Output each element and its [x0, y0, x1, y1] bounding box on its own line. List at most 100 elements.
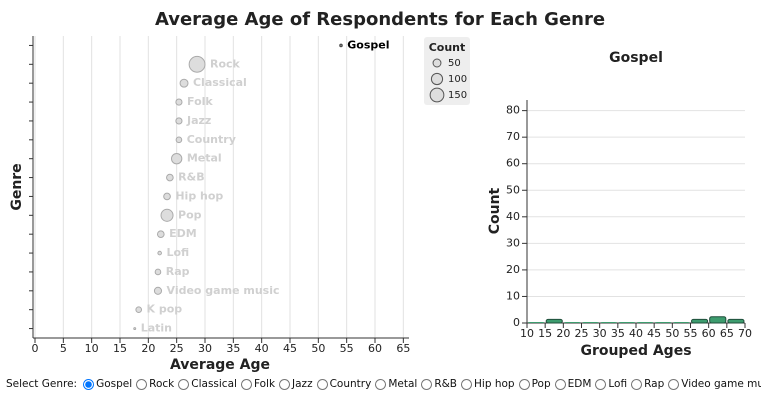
legend-label: 150 — [448, 90, 467, 101]
genre-label: Classical — [193, 76, 247, 89]
x-tick-label: 15 — [113, 342, 127, 355]
genre-label: Pop — [178, 208, 202, 221]
genre-option-label: Metal — [388, 378, 418, 390]
legend-circle — [429, 87, 445, 103]
legend-title: Count — [429, 41, 466, 54]
x-tick-label: 70 — [738, 327, 752, 340]
histogram-bar — [709, 316, 727, 324]
x-tick-label: 60 — [702, 327, 716, 340]
genre-radio[interactable] — [316, 378, 328, 390]
genre-option[interactable]: Gospel — [79, 378, 132, 390]
x-tick-label: 35 — [611, 327, 625, 340]
genre-option[interactable]: Hip hop — [457, 378, 515, 390]
genre-radio[interactable] — [83, 378, 95, 390]
genre-radio[interactable] — [668, 378, 680, 390]
x-tick-label: 25 — [170, 342, 184, 355]
dot — [163, 192, 171, 201]
genre-option[interactable]: Country — [313, 378, 372, 390]
genre-option-label: Rap — [644, 378, 665, 390]
genre-option[interactable]: Folk — [237, 378, 275, 390]
dot — [175, 117, 183, 125]
x-axis-label: Average Age — [170, 357, 270, 372]
genre-radio[interactable] — [136, 378, 148, 390]
x-tick-label: 10 — [85, 342, 99, 355]
x-tick-label: 50 — [311, 342, 325, 355]
histogram-bar — [528, 322, 545, 323]
genre-label: Rap — [166, 265, 190, 278]
genre-label: Rock — [210, 57, 241, 70]
genre-radio[interactable] — [375, 378, 387, 390]
genre-label: Video game music — [167, 284, 280, 297]
y-tick-label: 50 — [506, 183, 520, 196]
dot — [179, 78, 189, 88]
genre-label: Lofi — [166, 246, 189, 259]
dot — [135, 306, 142, 313]
genre-radio[interactable] — [595, 378, 607, 390]
genre-option[interactable]: R&B — [417, 378, 457, 390]
genre-radio[interactable] — [421, 378, 433, 390]
genre-label: Jazz — [186, 114, 211, 127]
genre-option[interactable]: Lofi — [591, 378, 627, 390]
genre-label: Latin — [141, 322, 172, 335]
genre-radio[interactable] — [631, 378, 643, 390]
genre-radio[interactable] — [518, 378, 530, 390]
genre-selector: Select Genre: Gospel Rock Classical Folk Jaz… — [6, 378, 761, 390]
dot — [153, 286, 163, 295]
genre-radio[interactable] — [240, 378, 252, 390]
genre-option[interactable]: Rap — [627, 378, 664, 390]
genre-radio[interactable] — [461, 378, 472, 390]
x-tick-label: 25 — [575, 327, 589, 340]
genre-option[interactable]: Pop — [515, 378, 551, 390]
histogram-bar — [637, 322, 654, 323]
y-tick-label: 0 — [513, 316, 520, 329]
genre-option-label: Country — [329, 378, 372, 390]
genre-radio[interactable] — [178, 378, 190, 390]
x-tick-label: 40 — [629, 327, 643, 340]
genre-label: K pop — [147, 303, 183, 316]
x-tick-label: 40 — [255, 342, 269, 355]
x-tick-label: 30 — [593, 327, 607, 340]
dot — [133, 327, 137, 331]
genre-option[interactable]: Jazz — [275, 378, 313, 390]
genre-label: Metal — [187, 152, 222, 165]
histogram-bar — [582, 322, 599, 323]
histogram-title: Gospel — [609, 50, 663, 66]
x-tick-label: 10 — [520, 327, 534, 340]
y-tick-label: 20 — [506, 263, 520, 276]
histogram-bar — [727, 318, 745, 324]
x-tick-label: 65 — [720, 327, 734, 340]
genre-label: Folk — [187, 95, 213, 108]
genre-label: Country — [187, 133, 236, 146]
genre-label: Gospel — [347, 38, 389, 51]
x-tick-label: 60 — [368, 342, 382, 355]
histogram-bar — [618, 322, 635, 323]
dot — [156, 230, 165, 239]
y-tick-label: 10 — [506, 289, 520, 302]
genre-option[interactable]: Metal — [371, 378, 417, 390]
histogram-bar — [564, 322, 581, 323]
genre-option[interactable]: Video game music — [664, 378, 761, 390]
genre-option-label: EDM — [567, 378, 592, 390]
x-tick-label: 50 — [665, 327, 679, 340]
histogram-bar — [691, 318, 709, 324]
x-tick-label: 20 — [141, 342, 155, 355]
x-tick-label: 45 — [283, 342, 297, 355]
genre-option[interactable]: Classical — [174, 378, 237, 390]
x-tick-label: 5 — [60, 342, 67, 355]
genre-option-label: Hip hop — [474, 378, 515, 390]
genre-radio[interactable] — [554, 378, 566, 390]
selector-label: Select Genre: — [6, 378, 78, 390]
genre-label: Hip hop — [175, 189, 223, 202]
genre-option-label: Pop — [531, 378, 551, 390]
genre-option-label: Folk — [253, 378, 276, 390]
genre-radio[interactable] — [279, 378, 291, 390]
genre-option[interactable]: EDM — [551, 378, 592, 390]
legend-label: 50 — [448, 58, 461, 69]
dot — [166, 173, 174, 182]
dot — [188, 55, 206, 73]
genre-option-label: Jazz — [292, 378, 313, 390]
genre-option-label: Lofi — [608, 378, 628, 390]
genre-option[interactable]: Rock — [132, 378, 174, 390]
x-tick-label: 55 — [340, 342, 354, 355]
